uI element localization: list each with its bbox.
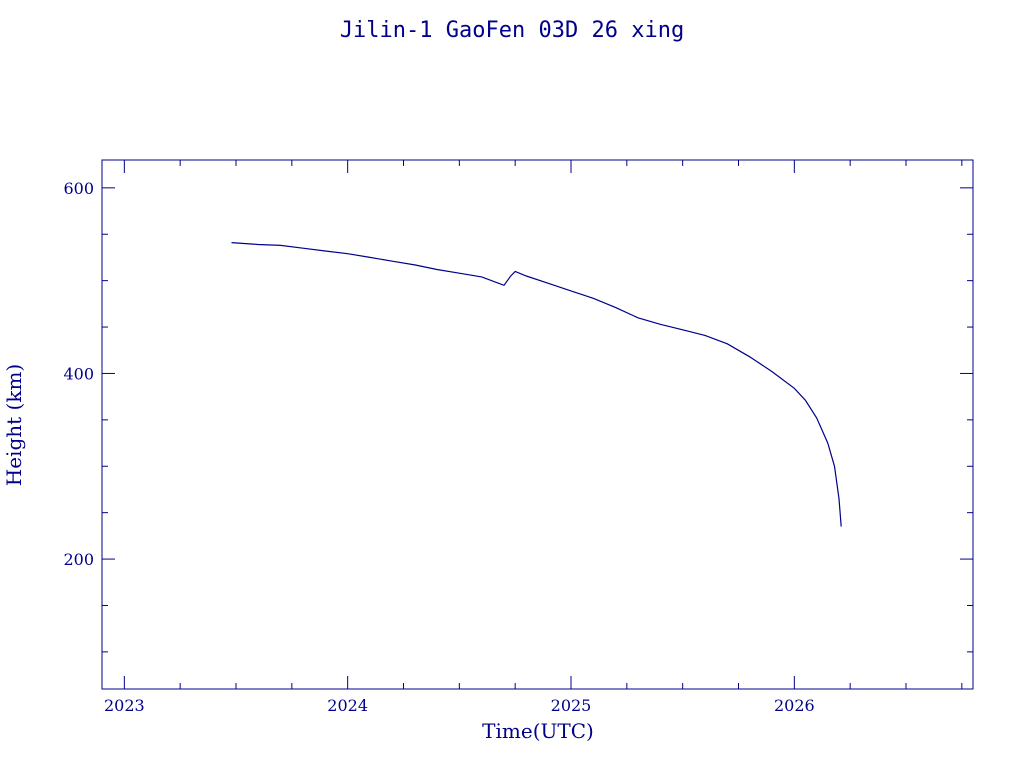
y-axis-tick-labels: 200 400 600 [63, 179, 94, 569]
y-tick-label: 200 [63, 550, 94, 569]
x-axis-tick-labels: 2023 2024 2025 2026 [104, 696, 815, 715]
x-tick-label: 2025 [551, 696, 592, 715]
y-axis-label: Height (km) [2, 364, 26, 486]
height-series-line [231, 242, 842, 527]
y-tick-label: 600 [63, 179, 94, 198]
y-tick-label: 400 [63, 364, 94, 383]
x-tick-label: 2024 [327, 696, 368, 715]
x-tick-label: 2023 [104, 696, 145, 715]
x-axis-ticks [123, 160, 963, 689]
x-axis-label: Time(UTC) [482, 719, 594, 743]
plot-area-frame [101, 159, 974, 690]
chart-title: Jilin-1 GaoFen 03D 26 xing [340, 18, 684, 43]
y-axis-ticks [102, 187, 973, 653]
x-tick-label: 2026 [774, 696, 815, 715]
